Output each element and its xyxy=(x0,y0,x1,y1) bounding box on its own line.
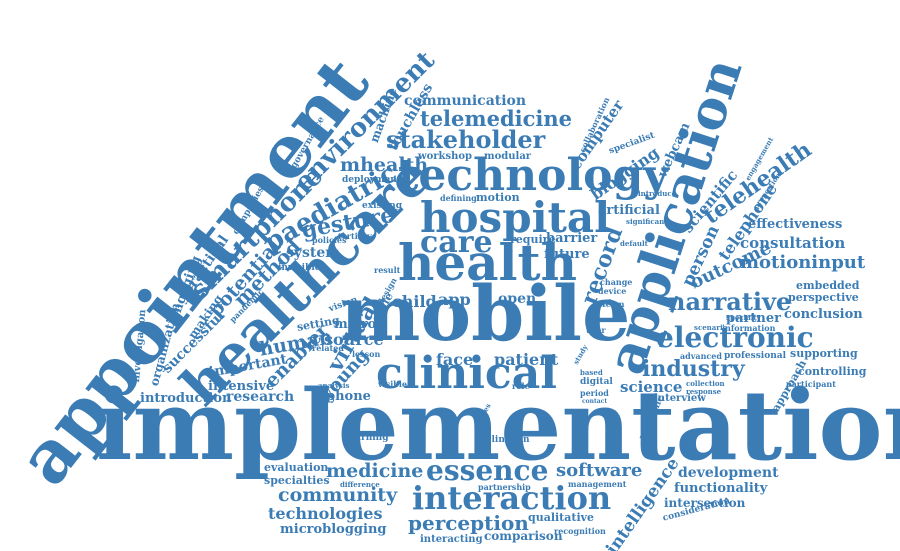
word-advanced: advanced xyxy=(680,351,722,361)
word-specialty: specialty xyxy=(726,313,761,322)
word-based: based xyxy=(580,368,603,377)
word-scenario: scenario xyxy=(694,323,728,332)
word-software: software xyxy=(556,460,643,481)
word-essence: essence xyxy=(426,454,549,487)
word-community: community xyxy=(278,484,398,506)
word-default: default xyxy=(620,239,648,248)
word-mhealth: mhealth xyxy=(340,154,429,176)
word-health: health xyxy=(398,233,578,292)
word-tertiary: tertiary xyxy=(338,231,372,241)
word-device: device xyxy=(598,286,627,296)
word-difference: difference xyxy=(340,480,380,489)
word-medicine: medicine xyxy=(326,460,424,482)
word-clinical: clinical xyxy=(376,348,557,399)
word-embedded: embedded xyxy=(796,279,860,292)
word-require: require xyxy=(510,233,556,246)
word-microblogging: microblogging xyxy=(280,522,387,537)
word-contact: contact xyxy=(582,398,608,405)
word-existing: existing xyxy=(362,201,402,211)
word-development: development xyxy=(678,465,779,481)
word-qualitative: qualitative xyxy=(528,511,595,524)
word-care: care xyxy=(420,225,493,260)
word-information: information xyxy=(722,323,776,333)
word-hospital: hospital xyxy=(420,193,611,242)
word-mobile: mobile xyxy=(340,269,631,358)
word-intensive: intensive xyxy=(208,379,275,394)
word-policies: policies xyxy=(312,235,347,245)
word-artificial: artificial xyxy=(598,203,660,218)
word-source: source xyxy=(324,330,384,349)
word-modular: modular xyxy=(484,151,532,162)
word-intersection: intersection xyxy=(664,496,746,510)
word-period: period xyxy=(580,388,609,398)
word-interacting: interacting xyxy=(420,534,483,545)
word-technology: technology xyxy=(398,150,669,201)
word-electronic: electronic xyxy=(656,321,814,354)
word-invisible: invisible xyxy=(278,263,321,273)
word-interaction: interaction xyxy=(412,479,612,517)
word-learning: learning xyxy=(346,433,389,443)
word-interview: interview xyxy=(654,393,706,404)
word-comparison: comparison xyxy=(484,529,563,543)
word-visible: visible xyxy=(378,379,407,389)
word-future: future xyxy=(544,247,590,262)
word-analysis: analysis xyxy=(318,381,350,390)
word-clinician: clinician xyxy=(486,435,530,445)
word-communication: communication xyxy=(404,93,527,109)
word-collection: collection xyxy=(686,379,725,388)
word-evaluation: evaluation xyxy=(264,461,329,474)
word-system: system xyxy=(286,245,341,261)
word-supporting: supporting xyxy=(790,347,858,360)
word-partnership: partnership xyxy=(478,482,531,492)
word-micro: micro xyxy=(334,317,377,332)
word-implementation: implementation xyxy=(96,369,900,482)
word-team: team xyxy=(602,299,625,309)
word-related: related xyxy=(312,343,344,353)
word-response: response xyxy=(686,387,722,396)
word-industry: industry xyxy=(642,356,745,382)
word-role: role xyxy=(512,381,530,391)
word-motioninput: motioninput xyxy=(740,252,866,273)
word-telemedicine: telemedicine xyxy=(420,106,573,131)
word-consultation: consultation xyxy=(740,234,846,252)
word-functionality: functionality xyxy=(674,481,768,496)
word-change: change xyxy=(600,277,633,287)
word-technologies: technologies xyxy=(268,504,383,523)
word-perception: perception xyxy=(408,511,529,535)
word-specialties: specialties xyxy=(264,474,330,487)
word-barrier: barrier xyxy=(546,231,598,246)
word-lesson: lesson xyxy=(352,349,381,359)
word-conclusion: conclusion xyxy=(784,307,863,322)
word-result: result xyxy=(374,265,401,275)
word-user: user xyxy=(586,325,606,335)
word-face: face xyxy=(436,350,474,369)
word-digital: digital xyxy=(580,377,613,387)
word-deployment: deployment xyxy=(342,175,401,185)
word-workshop: workshop xyxy=(418,151,473,162)
word-significant: significant xyxy=(626,217,668,226)
word-stakeholder: stakeholder xyxy=(386,125,546,154)
word-controlling: controlling xyxy=(798,365,867,378)
word-management: management xyxy=(568,479,627,489)
word-research: research xyxy=(226,389,295,405)
word-science: science xyxy=(620,378,683,396)
word-recognition: recognition xyxy=(554,526,606,536)
word-narrative: narrative xyxy=(668,287,792,316)
word-participant: participant xyxy=(786,379,836,389)
word-defining: defining xyxy=(440,193,477,203)
word-phone: phone xyxy=(326,389,371,404)
word-effectiveness: effectiveness xyxy=(748,217,843,232)
word-app: app xyxy=(438,290,471,309)
word-motion: motion xyxy=(476,191,520,204)
word-patient: patient xyxy=(494,350,559,369)
word-child: child xyxy=(392,292,437,311)
word-open: open xyxy=(498,291,537,307)
word-partner: partner xyxy=(726,311,781,326)
word-introduction: introduction xyxy=(140,391,232,406)
word-professional: professional xyxy=(724,351,786,361)
word-perspective: perspective xyxy=(788,291,859,304)
word-introduce: introduce xyxy=(638,189,677,198)
